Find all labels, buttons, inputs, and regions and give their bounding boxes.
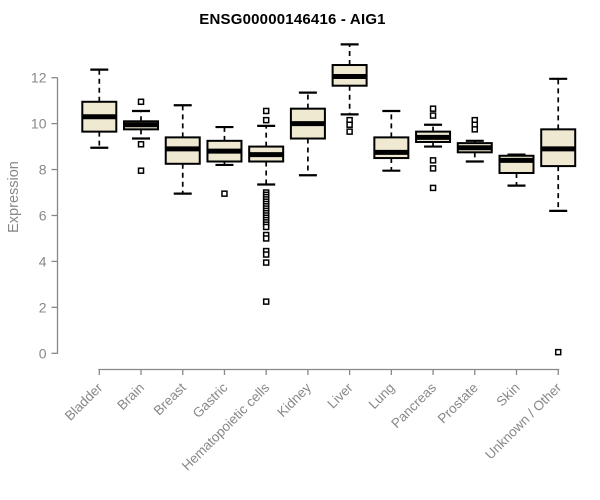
chart-title: ENSG00000146416 - AIG1 (199, 11, 386, 28)
y-tick-label: 10 (31, 116, 47, 132)
outlier-point (262, 223, 270, 231)
box-unknown-other (540, 77, 577, 356)
y-tick-label: 2 (39, 299, 47, 315)
x-tick-label-bladder: Bladder (62, 380, 106, 424)
y-tick-label: 8 (39, 162, 47, 178)
x-tick-label-prostate: Prostate (435, 380, 481, 426)
outlier-point (262, 251, 270, 258)
box-brain (123, 98, 160, 174)
x-tick-label-lung: Lung (366, 380, 398, 412)
y-tick-label: 6 (39, 207, 47, 223)
x-tick-label-kidney: Kidney (274, 380, 314, 420)
x-tick-label-unknown-other: Unknown / Other (482, 380, 565, 463)
outlier-point (471, 126, 479, 133)
x-tick-label-skin: Skin (493, 380, 522, 409)
outlier-point (429, 105, 437, 112)
outlier-point (221, 190, 228, 197)
box-prostate (456, 116, 493, 163)
outlier-point (262, 235, 270, 242)
box-lung (373, 109, 410, 172)
x-tick-label-pancreas: Pancreas (388, 380, 439, 431)
outlier-point (262, 116, 270, 124)
box-hematopoietic-cells (248, 107, 285, 305)
x-tick-label-breast: Breast (151, 380, 189, 418)
y-tick-label: 4 (39, 253, 47, 269)
box-kidney (289, 91, 326, 177)
y-tick-label: 0 (39, 345, 47, 361)
outlier-point (429, 184, 437, 192)
outlier-point (262, 107, 270, 115)
y-tick-label: 12 (31, 70, 47, 86)
outlier-point (137, 141, 145, 148)
box-gastric (206, 125, 243, 197)
box-bladder (81, 68, 118, 149)
y-axis-title: Expression (6, 161, 22, 233)
outlier-point (137, 167, 145, 174)
box-skin (498, 153, 535, 187)
x-tick-label-liver: Liver (324, 380, 356, 412)
x-tick-label-brain: Brain (114, 380, 147, 413)
outlier-point (429, 112, 437, 119)
outlier-point (262, 259, 270, 266)
outlier-point (346, 121, 353, 128)
iqr-box (373, 136, 410, 160)
x-tick-label-gastric: Gastric (190, 380, 231, 421)
box-pancreas (415, 105, 452, 192)
box-liver (331, 43, 368, 135)
outlier-point (346, 128, 353, 135)
outlier-point (554, 348, 562, 356)
outlier-point (429, 165, 437, 172)
outlier-point (262, 298, 270, 305)
outlier-point (137, 98, 145, 106)
box-breast (164, 104, 201, 195)
outlier-point (429, 157, 437, 164)
